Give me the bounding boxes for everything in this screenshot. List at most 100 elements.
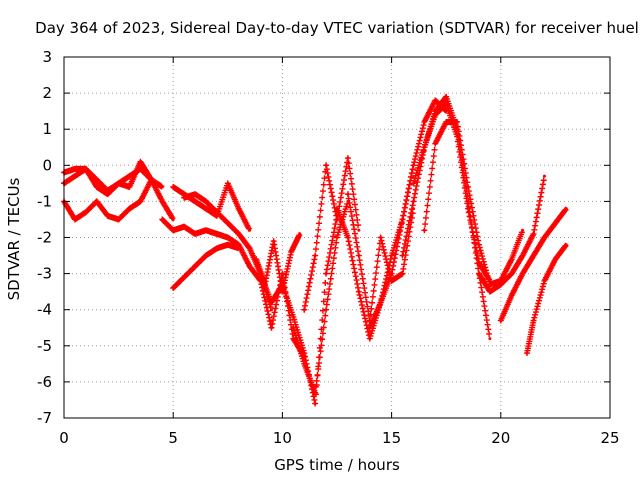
plus-marker xyxy=(404,189,411,196)
plus-marker xyxy=(536,294,543,301)
plus-marker xyxy=(537,193,544,200)
plus-marker xyxy=(429,165,436,172)
plus-marker xyxy=(329,237,336,244)
plus-marker xyxy=(479,253,486,260)
plus-marker xyxy=(245,225,252,232)
plus-marker xyxy=(454,123,461,130)
plus-marker xyxy=(341,176,348,183)
plus-marker xyxy=(413,149,420,156)
plus-marker xyxy=(389,266,396,273)
plus-marker xyxy=(372,276,379,283)
plus-marker xyxy=(327,245,334,252)
plus-marker xyxy=(344,191,351,198)
plus-marker xyxy=(158,183,165,190)
plus-marker xyxy=(306,279,313,286)
plus-marker xyxy=(471,216,478,223)
plus-marker xyxy=(345,195,352,202)
plus-marker xyxy=(272,305,279,312)
plus-marker xyxy=(262,297,269,304)
plus-marker xyxy=(379,240,386,247)
plus-marker xyxy=(416,137,423,144)
plus-marker xyxy=(356,292,363,299)
plus-marker xyxy=(342,168,349,175)
plus-marker xyxy=(309,264,316,271)
plus-marker xyxy=(328,270,335,277)
plus-marker xyxy=(320,324,327,331)
plus-marker xyxy=(518,229,525,236)
plus-marker xyxy=(340,181,347,188)
plus-marker xyxy=(539,283,546,290)
plus-marker xyxy=(147,175,154,182)
plus-marker xyxy=(478,250,485,257)
plus-marker xyxy=(402,200,409,207)
plus-marker xyxy=(540,177,547,184)
plus-marker xyxy=(461,165,468,172)
y-tick-label: 3 xyxy=(42,48,52,66)
plus-marker xyxy=(532,218,539,225)
plus-marker xyxy=(270,313,277,320)
plus-marker xyxy=(399,270,406,277)
plus-marker xyxy=(474,233,481,240)
plus-marker xyxy=(348,253,355,260)
plus-marker xyxy=(482,267,489,274)
plus-marker xyxy=(347,204,354,211)
plus-marker xyxy=(378,237,385,244)
plus-marker xyxy=(381,249,388,256)
data-point xyxy=(488,337,492,341)
plus-marker xyxy=(348,175,355,182)
plus-marker xyxy=(350,221,357,228)
plus-marker xyxy=(413,182,420,189)
plus-marker xyxy=(483,270,490,277)
y-tick-label: -1 xyxy=(37,192,52,210)
plus-marker xyxy=(370,287,377,294)
plus-marker xyxy=(414,179,421,186)
plus-marker xyxy=(332,244,339,251)
series-track-18 xyxy=(421,118,525,288)
plus-marker xyxy=(461,160,468,167)
plus-marker xyxy=(355,252,362,259)
plus-marker xyxy=(362,318,369,325)
plus-marker xyxy=(263,301,270,308)
plus-marker xyxy=(403,233,410,240)
plus-marker xyxy=(454,118,461,125)
plus-marker xyxy=(344,234,351,241)
plus-marker xyxy=(409,166,416,173)
plus-marker xyxy=(308,271,315,278)
plus-marker xyxy=(383,256,390,263)
plus-marker xyxy=(362,294,369,301)
plus-marker xyxy=(468,200,475,207)
plus-marker xyxy=(463,174,470,181)
plus-marker xyxy=(322,279,329,286)
plus-marker xyxy=(424,202,431,209)
plus-marker xyxy=(349,186,356,193)
plus-marker xyxy=(318,200,325,207)
plus-marker xyxy=(401,240,408,247)
y-tick-label: -7 xyxy=(37,409,52,427)
plus-marker xyxy=(530,230,537,237)
plus-marker xyxy=(346,165,353,172)
plus-marker xyxy=(530,317,537,324)
plus-marker xyxy=(321,175,328,182)
plus-marker xyxy=(354,280,361,287)
y-tick-label: -2 xyxy=(37,229,52,247)
plus-marker xyxy=(348,213,355,220)
plus-marker xyxy=(353,211,360,218)
plus-marker xyxy=(482,312,489,319)
plus-marker xyxy=(532,309,539,316)
plus-marker xyxy=(353,277,360,284)
plus-marker xyxy=(426,190,433,197)
plus-marker xyxy=(412,156,418,163)
plus-marker xyxy=(404,229,411,236)
plus-marker xyxy=(273,301,280,308)
plus-marker xyxy=(405,185,412,192)
plus-marker xyxy=(408,173,415,180)
x-axis-ticks: 0 5 10 15 20 25 xyxy=(59,57,620,447)
plus-marker xyxy=(394,243,401,250)
plus-marker xyxy=(404,193,411,200)
plus-marker xyxy=(481,303,488,310)
plus-marker xyxy=(535,206,542,213)
plus-marker xyxy=(390,258,397,265)
plus-marker xyxy=(408,210,415,217)
plus-marker xyxy=(485,275,492,282)
plus-marker xyxy=(484,321,491,328)
